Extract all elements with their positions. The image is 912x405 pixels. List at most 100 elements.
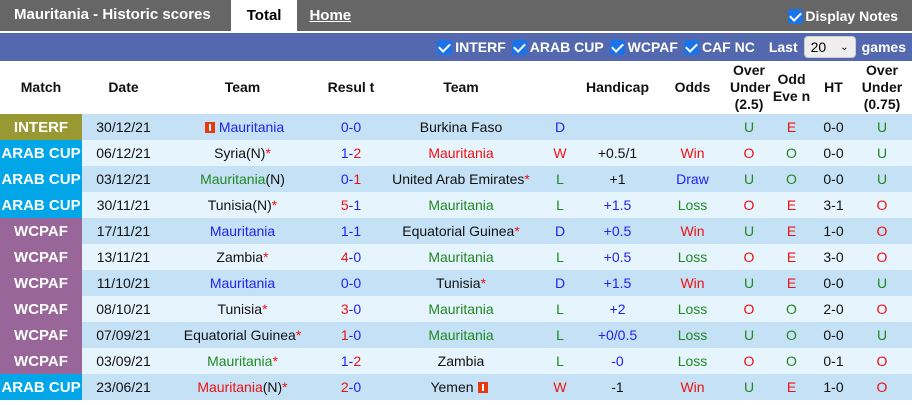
star-icon: * [265,145,271,161]
odd-even-cell: E [768,374,815,400]
team-cell[interactable]: Syria(N)* [165,140,320,166]
team-cell[interactable]: Mauritania(N) [165,166,320,192]
match-badge[interactable]: WCPAF [0,270,82,296]
over-under-cell: O [730,140,768,166]
flag-icon [204,122,215,133]
result-cell[interactable]: 1-2 [320,348,382,374]
wl-cell: W [540,374,580,400]
odd-even-cell: E [768,244,815,270]
team-cell[interactable]: Mauritania [382,244,540,270]
match-badge[interactable]: WCPAF [0,218,82,244]
checkbox-icon[interactable] [683,39,699,55]
match-badge[interactable]: WCPAF [0,322,82,348]
team-cell[interactable]: Mauritania [382,192,540,218]
match-badge[interactable]: WCPAF [0,348,82,374]
away-score: 2 [353,353,362,369]
team-cell[interactable]: Mauritania* [165,348,320,374]
team-cell[interactable]: Mauritania [382,140,540,166]
team-cell[interactable]: Mauritania [165,114,320,140]
filter-caf-nc[interactable]: CAF NC [683,39,755,55]
home-score: 2 [340,379,349,395]
tab-home[interactable]: Home [309,7,352,24]
ht-cell: 2-0 [815,296,852,322]
team-cell[interactable]: Yemen [382,374,540,400]
team-cell[interactable]: Mauritania [165,218,320,244]
result-cell[interactable]: 2-0 [320,374,382,400]
match-badge[interactable]: ARAB CUP [0,140,82,166]
home-score: 1 [340,145,349,161]
checkbox-icon[interactable] [511,39,527,55]
team-cell[interactable]: Zambia [382,348,540,374]
team-name: Mauritania [428,145,494,161]
ht-cell: 0-0 [815,322,852,348]
result-cell[interactable]: 1-2 [320,140,382,166]
wl-cell: L [540,244,580,270]
result-cell[interactable]: 0-0 [320,114,382,140]
odd-even-cell: O [768,296,815,322]
team-cell[interactable]: Burkina Faso [382,114,540,140]
team-cell[interactable]: Equatorial Guinea* [165,322,320,348]
filter-arab-cup[interactable]: ARAB CUP [511,39,604,55]
result-cell[interactable]: 1-1 [320,218,382,244]
star-icon: * [271,197,278,213]
star-icon: * [272,353,278,369]
wl-cell: D [540,270,580,296]
away-score: 1 [353,171,362,187]
wl-cell: L [540,192,580,218]
col-header-over-under-075: Over Under (0.75) [852,61,912,114]
top-bar: Mauritania - Historic scores Total Home … [0,0,912,33]
team-cell[interactable]: Tunisia* [165,296,320,322]
result-cell[interactable]: 0-0 [320,270,382,296]
match-badge[interactable]: INTERF [0,114,82,140]
result-cell[interactable]: 1-0 [320,322,382,348]
team-cell[interactable]: Mauritania [165,270,320,296]
col-header-date: Date [82,61,165,114]
odd-even-cell: O [768,322,815,348]
match-badge[interactable]: ARAB CUP [0,374,82,400]
match-badge[interactable]: WCPAF [0,244,82,270]
display-notes-toggle[interactable]: Display Notes [788,8,898,24]
team-cell[interactable]: Mauritania [382,296,540,322]
checkbox-icon[interactable] [609,39,625,55]
team-cell[interactable]: Zambia* [165,244,320,270]
match-badge[interactable]: ARAB CUP [0,192,82,218]
score-separator: - [348,275,354,291]
result-cell[interactable]: 0-1 [320,166,382,192]
team-cell[interactable]: Tunisia* [382,270,540,296]
date-cell: 03/12/21 [82,166,165,192]
over-under-075-cell: U [852,322,912,348]
result-cell[interactable]: 3-0 [320,296,382,322]
match-badge[interactable]: WCPAF [0,296,82,322]
result-cell[interactable]: 5-1 [320,192,382,218]
star-icon: * [263,249,269,265]
team-cell[interactable]: Tunisia(N)* [165,192,320,218]
handicap-cell: -1 [580,374,655,400]
games-label: games [861,39,906,55]
result-cell[interactable]: 4-0 [320,244,382,270]
team-cell[interactable]: Equatorial Guinea* [382,218,540,244]
odds-cell: Loss [655,348,730,374]
team-name: Mauritania [428,301,494,317]
team-cell[interactable]: United Arab Emirates* [382,166,540,192]
over-under-075-cell: O [852,296,912,322]
odd-even-cell: O [768,166,815,192]
match-badge[interactable]: ARAB CUP [0,166,82,192]
filter-label: INTERF [455,39,506,55]
team-cell[interactable]: Mauritania [382,322,540,348]
team-cell[interactable]: Mauritania(N)* [165,374,320,400]
wl-cell: D [540,114,580,140]
last-games-select[interactable]: 20 ⌄ [803,36,856,58]
over-under-075-cell: U [852,166,912,192]
team-name: Yemen [430,379,474,395]
odds-cell: Win [655,140,730,166]
checkbox-icon[interactable] [788,8,804,24]
tab-total[interactable]: Total [230,0,298,31]
checkbox-icon[interactable] [437,39,453,55]
filter-interf[interactable]: INTERF [437,39,506,55]
filter-wcpaf[interactable]: WCPAF [609,39,678,55]
team-name: United Arab Emirates [392,171,525,187]
over-under-075-cell: O [852,348,912,374]
over-under-075-cell: O [852,374,912,400]
odds-cell: Win [655,218,730,244]
over-under-cell: U [730,218,768,244]
